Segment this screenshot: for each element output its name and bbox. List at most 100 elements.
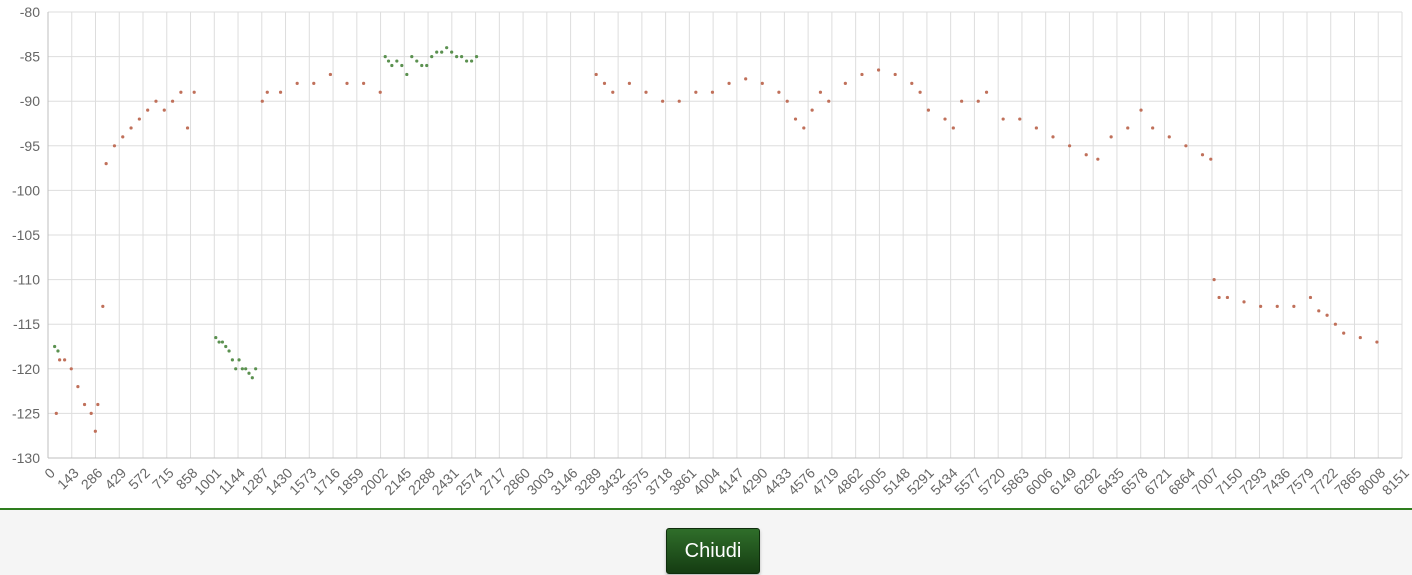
- data-point-series-1: [89, 411, 93, 415]
- dialog-footer: Chiudi: [0, 508, 1412, 575]
- data-point-series-1: [1184, 144, 1188, 148]
- data-point-series-1: [137, 117, 141, 121]
- data-point-series-2: [247, 371, 251, 375]
- data-point-series-1: [82, 402, 87, 407]
- data-point-series-1: [777, 90, 781, 94]
- data-point-series-2: [224, 344, 228, 349]
- data-point-series-1: [827, 99, 831, 103]
- data-point-series-2: [405, 72, 409, 77]
- data-point-series-2: [230, 358, 234, 362]
- data-point-series-2: [440, 50, 444, 54]
- x-tick-label: 715: [149, 465, 177, 493]
- data-point-series-2: [465, 59, 469, 63]
- data-point-series-2: [400, 63, 404, 68]
- data-point-series-1: [121, 135, 125, 139]
- data-point-series-1: [1217, 295, 1221, 300]
- data-point-series-1: [810, 108, 814, 112]
- data-point-series-1: [278, 90, 283, 94]
- data-point-series-1: [951, 126, 955, 130]
- y-tick-label: -125: [12, 405, 40, 421]
- data-point-series-1: [1358, 335, 1362, 340]
- data-point-series-1: [328, 72, 332, 77]
- y-tick-label: -120: [12, 361, 40, 377]
- data-point-series-2: [445, 46, 449, 50]
- data-point-series-1: [876, 68, 881, 72]
- data-point-series-1: [54, 411, 58, 415]
- data-point-series-1: [63, 358, 67, 362]
- data-point-series-1: [129, 126, 133, 130]
- data-point-series-1: [1242, 300, 1246, 304]
- y-tick-label: -95: [20, 138, 40, 154]
- data-point-series-1: [1259, 304, 1263, 308]
- data-point-series-2: [220, 340, 225, 344]
- data-point-series-1: [170, 99, 175, 103]
- data-point-series-2: [227, 349, 231, 353]
- data-point-series-2: [250, 376, 254, 380]
- x-tick-label: 572: [125, 465, 153, 493]
- data-point-series-2: [53, 344, 57, 349]
- data-point-series-1: [918, 90, 922, 94]
- data-point-series-1: [602, 81, 607, 85]
- data-point-series-1: [1292, 304, 1296, 308]
- data-point-series-2: [237, 358, 241, 362]
- data-point-series-1: [1209, 157, 1213, 161]
- data-point-series-2: [244, 367, 248, 371]
- data-point-series-2: [420, 63, 424, 68]
- data-point-series-1: [1167, 135, 1171, 139]
- data-point-series-1: [860, 72, 864, 77]
- data-point-series-1: [378, 90, 382, 94]
- scatter-chart: -80 -85 -90 -95 -100 -105 -110 -115 -120 -125 -130…: [12, 4, 1412, 498]
- data-point-series-1: [893, 72, 897, 77]
- data-point-series-1: [260, 99, 264, 103]
- x-tick-label: 429: [101, 465, 129, 493]
- data-point-series-1: [179, 90, 183, 94]
- y-tick-label: -115: [13, 316, 40, 332]
- y-tick-label: -85: [20, 49, 40, 65]
- y-tick-label: -110: [13, 272, 40, 288]
- data-point-series-1: [976, 99, 980, 103]
- data-point-series-1: [677, 99, 681, 103]
- data-point-series-1: [785, 99, 789, 103]
- data-point-series-1: [146, 108, 150, 112]
- data-point-series-1: [1200, 153, 1205, 157]
- data-point-series-1: [1096, 157, 1100, 161]
- data-point-series-2: [435, 50, 439, 54]
- data-point-series-1: [112, 144, 117, 148]
- data-point-series-1: [627, 81, 632, 85]
- data-point-series-1: [843, 81, 847, 85]
- data-point-series-1: [93, 429, 97, 433]
- data-point-series-2: [460, 55, 464, 59]
- data-point-series-2: [410, 55, 414, 59]
- data-point-series-2: [217, 340, 221, 344]
- data-point-series-1: [611, 90, 615, 94]
- data-point-series-1: [802, 126, 806, 130]
- data-point-series-1: [943, 117, 947, 121]
- data-point-series-1: [58, 358, 62, 362]
- data-point-series-1: [1212, 278, 1216, 282]
- y-tick-label: -100: [12, 182, 40, 198]
- data-point-series-2: [390, 63, 394, 68]
- data-point-series-1: [694, 90, 698, 94]
- data-point-series-2: [430, 55, 434, 59]
- data-point-series-2: [455, 55, 459, 59]
- x-tick-label: 8151: [1379, 465, 1412, 498]
- data-point-series-1: [1034, 126, 1038, 130]
- data-point-series-1: [744, 77, 748, 81]
- data-point-series-1: [76, 385, 80, 389]
- close-button[interactable]: Chiudi: [666, 528, 760, 574]
- data-point-series-1: [727, 81, 731, 85]
- data-point-series-2: [254, 367, 258, 371]
- data-point-series-1: [1084, 153, 1088, 157]
- data-point-series-1: [1275, 304, 1279, 308]
- data-point-series-1: [910, 81, 914, 85]
- data-point-series-1: [104, 162, 108, 166]
- data-point-series-1: [312, 81, 316, 85]
- data-point-series-1: [192, 90, 196, 94]
- data-point-series-1: [960, 99, 964, 103]
- x-tick-label: 143: [54, 465, 82, 493]
- data-point-series-1: [1325, 313, 1329, 317]
- data-point-series-1: [345, 81, 349, 85]
- data-point-series-1: [185, 126, 190, 130]
- data-point-series-1: [710, 90, 715, 94]
- data-point-series-1: [661, 99, 665, 103]
